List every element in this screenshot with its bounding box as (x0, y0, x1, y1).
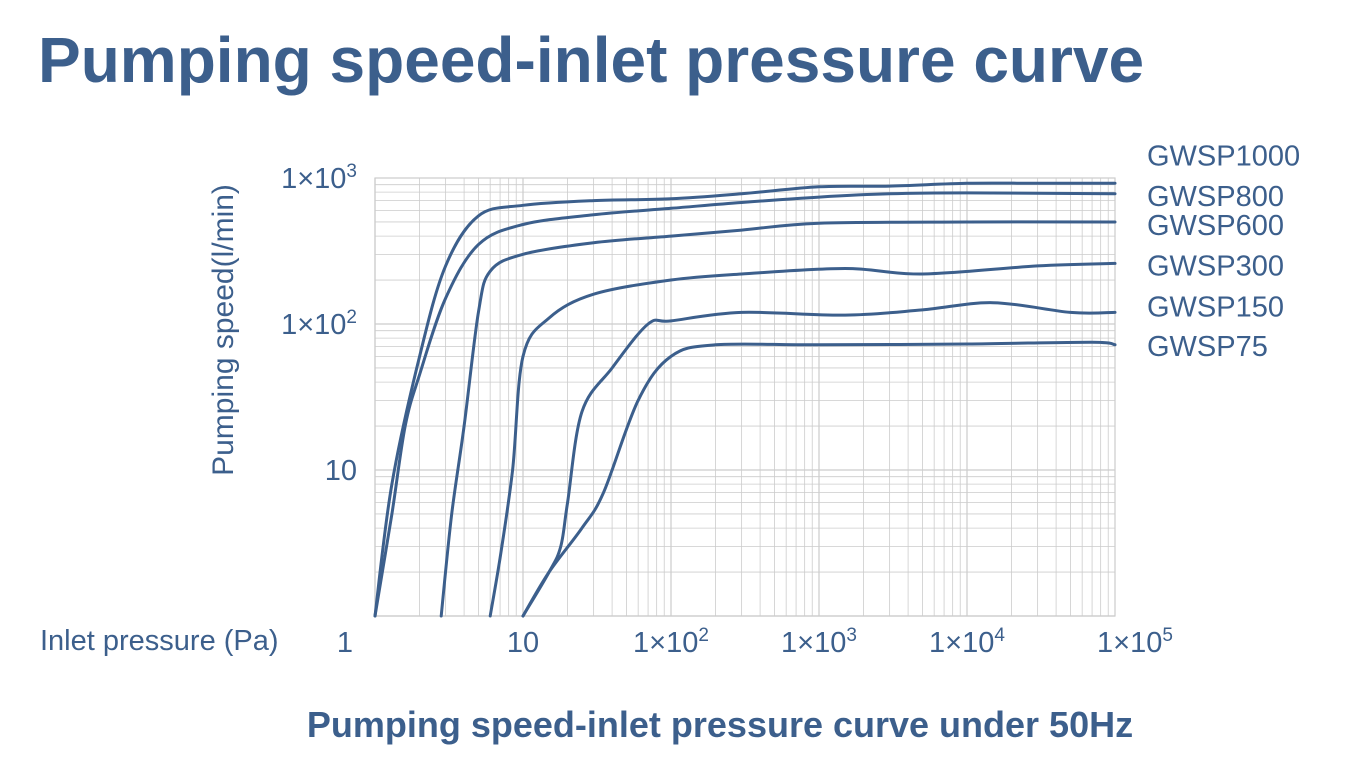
legend-label-gwsp150: GWSP150 (1147, 291, 1284, 323)
x-tick-label: 10 (507, 627, 539, 659)
chart-caption: Pumping speed-inlet pressure curve under… (306, 704, 1134, 745)
series-line-gwsp150 (521, 301, 1117, 618)
x-tick-label: 1×102 (633, 625, 709, 659)
legend-label-gwsp1000: GWSP1000 (1147, 140, 1300, 172)
series-line-gwsp600 (439, 220, 1117, 618)
legend-label-gwsp300: GWSP300 (1147, 250, 1284, 282)
chart-tick-labels: 1 10 1×102 1×103 1×104 1×105 10 1×102 1×103 (281, 161, 1173, 659)
chart-series-lines (373, 181, 1117, 618)
x-axis-label: Inlet pressure (Pa) (40, 625, 279, 657)
page-title: Pumping speed-inlet pressure curve (38, 24, 1145, 96)
x-tick-label: 1 (337, 627, 353, 659)
y-tick-label: 10 (325, 455, 357, 487)
series-line-gwsp1000 (373, 181, 1117, 618)
series-line-gwsp800 (373, 191, 1117, 618)
series-line-gwsp75 (521, 340, 1117, 618)
legend-label-gwsp800: GWSP800 (1147, 181, 1284, 213)
legend-label-gwsp600: GWSP600 (1147, 210, 1284, 242)
y-tick-label: 1×103 (281, 161, 357, 195)
y-axis-label: Pumping speed(l/min) (207, 184, 240, 476)
x-tick-label: 1×104 (929, 625, 1005, 659)
y-tick-label: 1×102 (281, 307, 357, 341)
plot-area-border (374, 177, 1116, 617)
chart-grid (374, 177, 1116, 617)
series-line-gwsp300 (488, 261, 1117, 618)
x-tick-label: 1×105 (1097, 625, 1173, 659)
legend-label-gwsp75: GWSP75 (1147, 331, 1268, 363)
x-tick-label: 1×103 (781, 625, 857, 659)
